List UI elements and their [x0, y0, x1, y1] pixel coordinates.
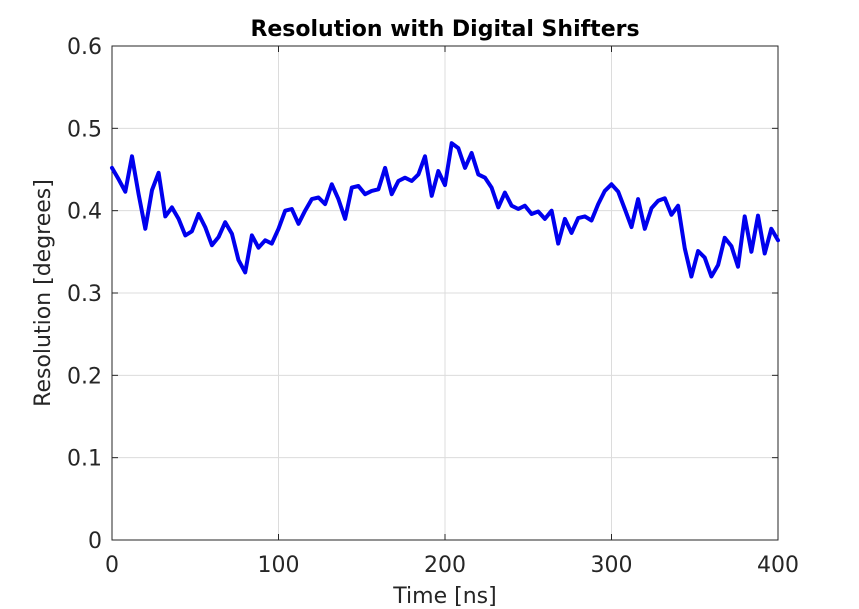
x-axis-label: Time [ns] — [392, 584, 496, 609]
y-tick-label: 0.4 — [67, 200, 102, 225]
x-tick-label: 200 — [424, 553, 466, 578]
x-tick-label: 100 — [258, 553, 300, 578]
y-tick-label: 0.5 — [67, 117, 102, 142]
x-tick-label: 400 — [757, 553, 799, 578]
y-tick-label: 0.1 — [67, 447, 102, 472]
chart-title: Resolution with Digital Shifters — [250, 17, 639, 42]
y-tick-label: 0.2 — [67, 364, 102, 389]
y-axis-label: Resolution [degrees] — [31, 179, 56, 407]
y-tick-label: 0 — [88, 529, 102, 554]
series-line — [110, 141, 780, 279]
ticks: 0 100 200 300 400 0 0.1 0.2 0.3 0.4 0.5 0.6 — [67, 35, 799, 578]
x-tick-label: 300 — [591, 553, 633, 578]
x-tick-label: 0 — [105, 553, 119, 578]
series — [110, 141, 780, 279]
y-tick-label: 0.3 — [67, 282, 102, 307]
y-tick-label: 0.6 — [67, 35, 102, 60]
